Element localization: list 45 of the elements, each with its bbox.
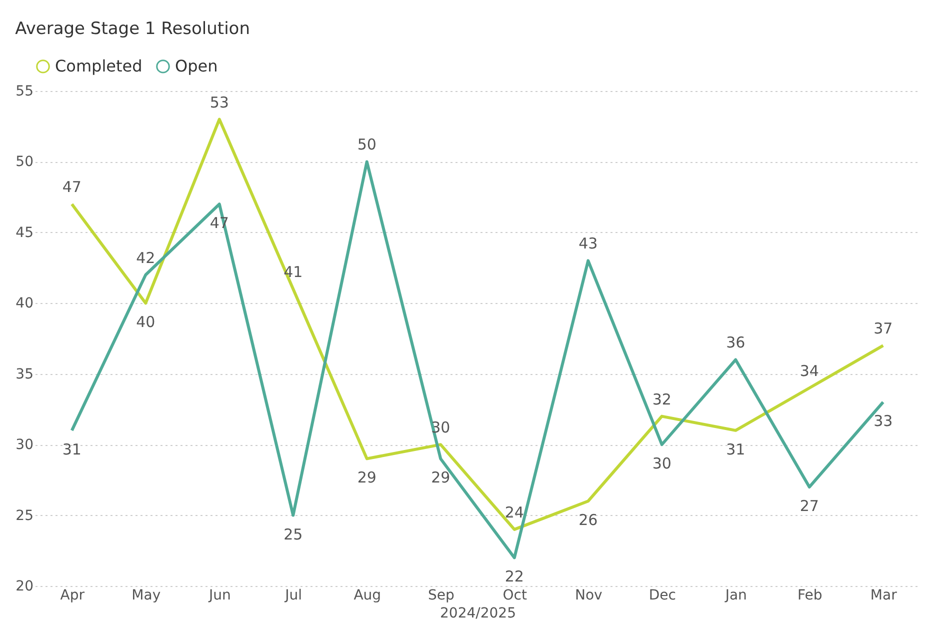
legend-label: Open (175, 56, 218, 76)
x-tick-label: Feb (797, 588, 822, 604)
data-label: 53 (210, 93, 229, 112)
y-tick-label: 55 (16, 84, 34, 100)
data-label: 29 (357, 468, 376, 487)
data-label: 22 (504, 568, 524, 586)
data-label: 47 (62, 178, 82, 196)
data-label: 32 (652, 390, 672, 408)
data-label: 31 (62, 440, 82, 458)
data-label: 27 (800, 497, 819, 515)
data-label: 26 (578, 511, 598, 530)
x-tick-label: Jan (724, 588, 747, 604)
data-label: 30 (652, 454, 672, 473)
data-label: 36 (726, 334, 746, 352)
x-tick-label: Apr (60, 588, 85, 604)
y-tick-label: 25 (16, 508, 34, 524)
y-tick-label: 40 (16, 296, 34, 312)
x-axis-title: 2024/2025 (440, 606, 516, 622)
y-tick-label: 30 (16, 437, 34, 454)
data-label: 42 (136, 248, 156, 267)
x-tick-label: Jul (284, 588, 302, 604)
y-tick-label: 35 (16, 366, 34, 382)
data-label: 50 (357, 136, 376, 154)
data-label: 40 (136, 313, 156, 332)
legend-label: Completed (55, 56, 142, 76)
data-label: 24 (504, 503, 524, 522)
y-tick-label: 20 (16, 578, 34, 594)
x-tick-label: Aug (354, 588, 382, 604)
chart-title: Average Stage 1 Resolution (15, 19, 250, 39)
x-tick-label: Dec (648, 588, 676, 604)
y-tick-label: 45 (16, 224, 34, 241)
data-label: 37 (874, 320, 893, 338)
data-label: 33 (874, 412, 893, 430)
x-tick-label: Jun (208, 588, 231, 604)
data-label: 34 (800, 362, 819, 380)
x-tick-label: May (132, 588, 161, 604)
x-tick-label: Sep (428, 588, 454, 604)
data-label: 31 (726, 440, 746, 458)
data-label: 29 (431, 468, 450, 487)
data-label: 25 (284, 525, 303, 544)
data-label: 43 (578, 234, 598, 253)
x-tick-label: Mar (870, 588, 898, 604)
x-tick-label: Oct (502, 588, 528, 604)
y-tick-label: 50 (16, 154, 34, 170)
x-tick-label: Nov (574, 588, 602, 604)
